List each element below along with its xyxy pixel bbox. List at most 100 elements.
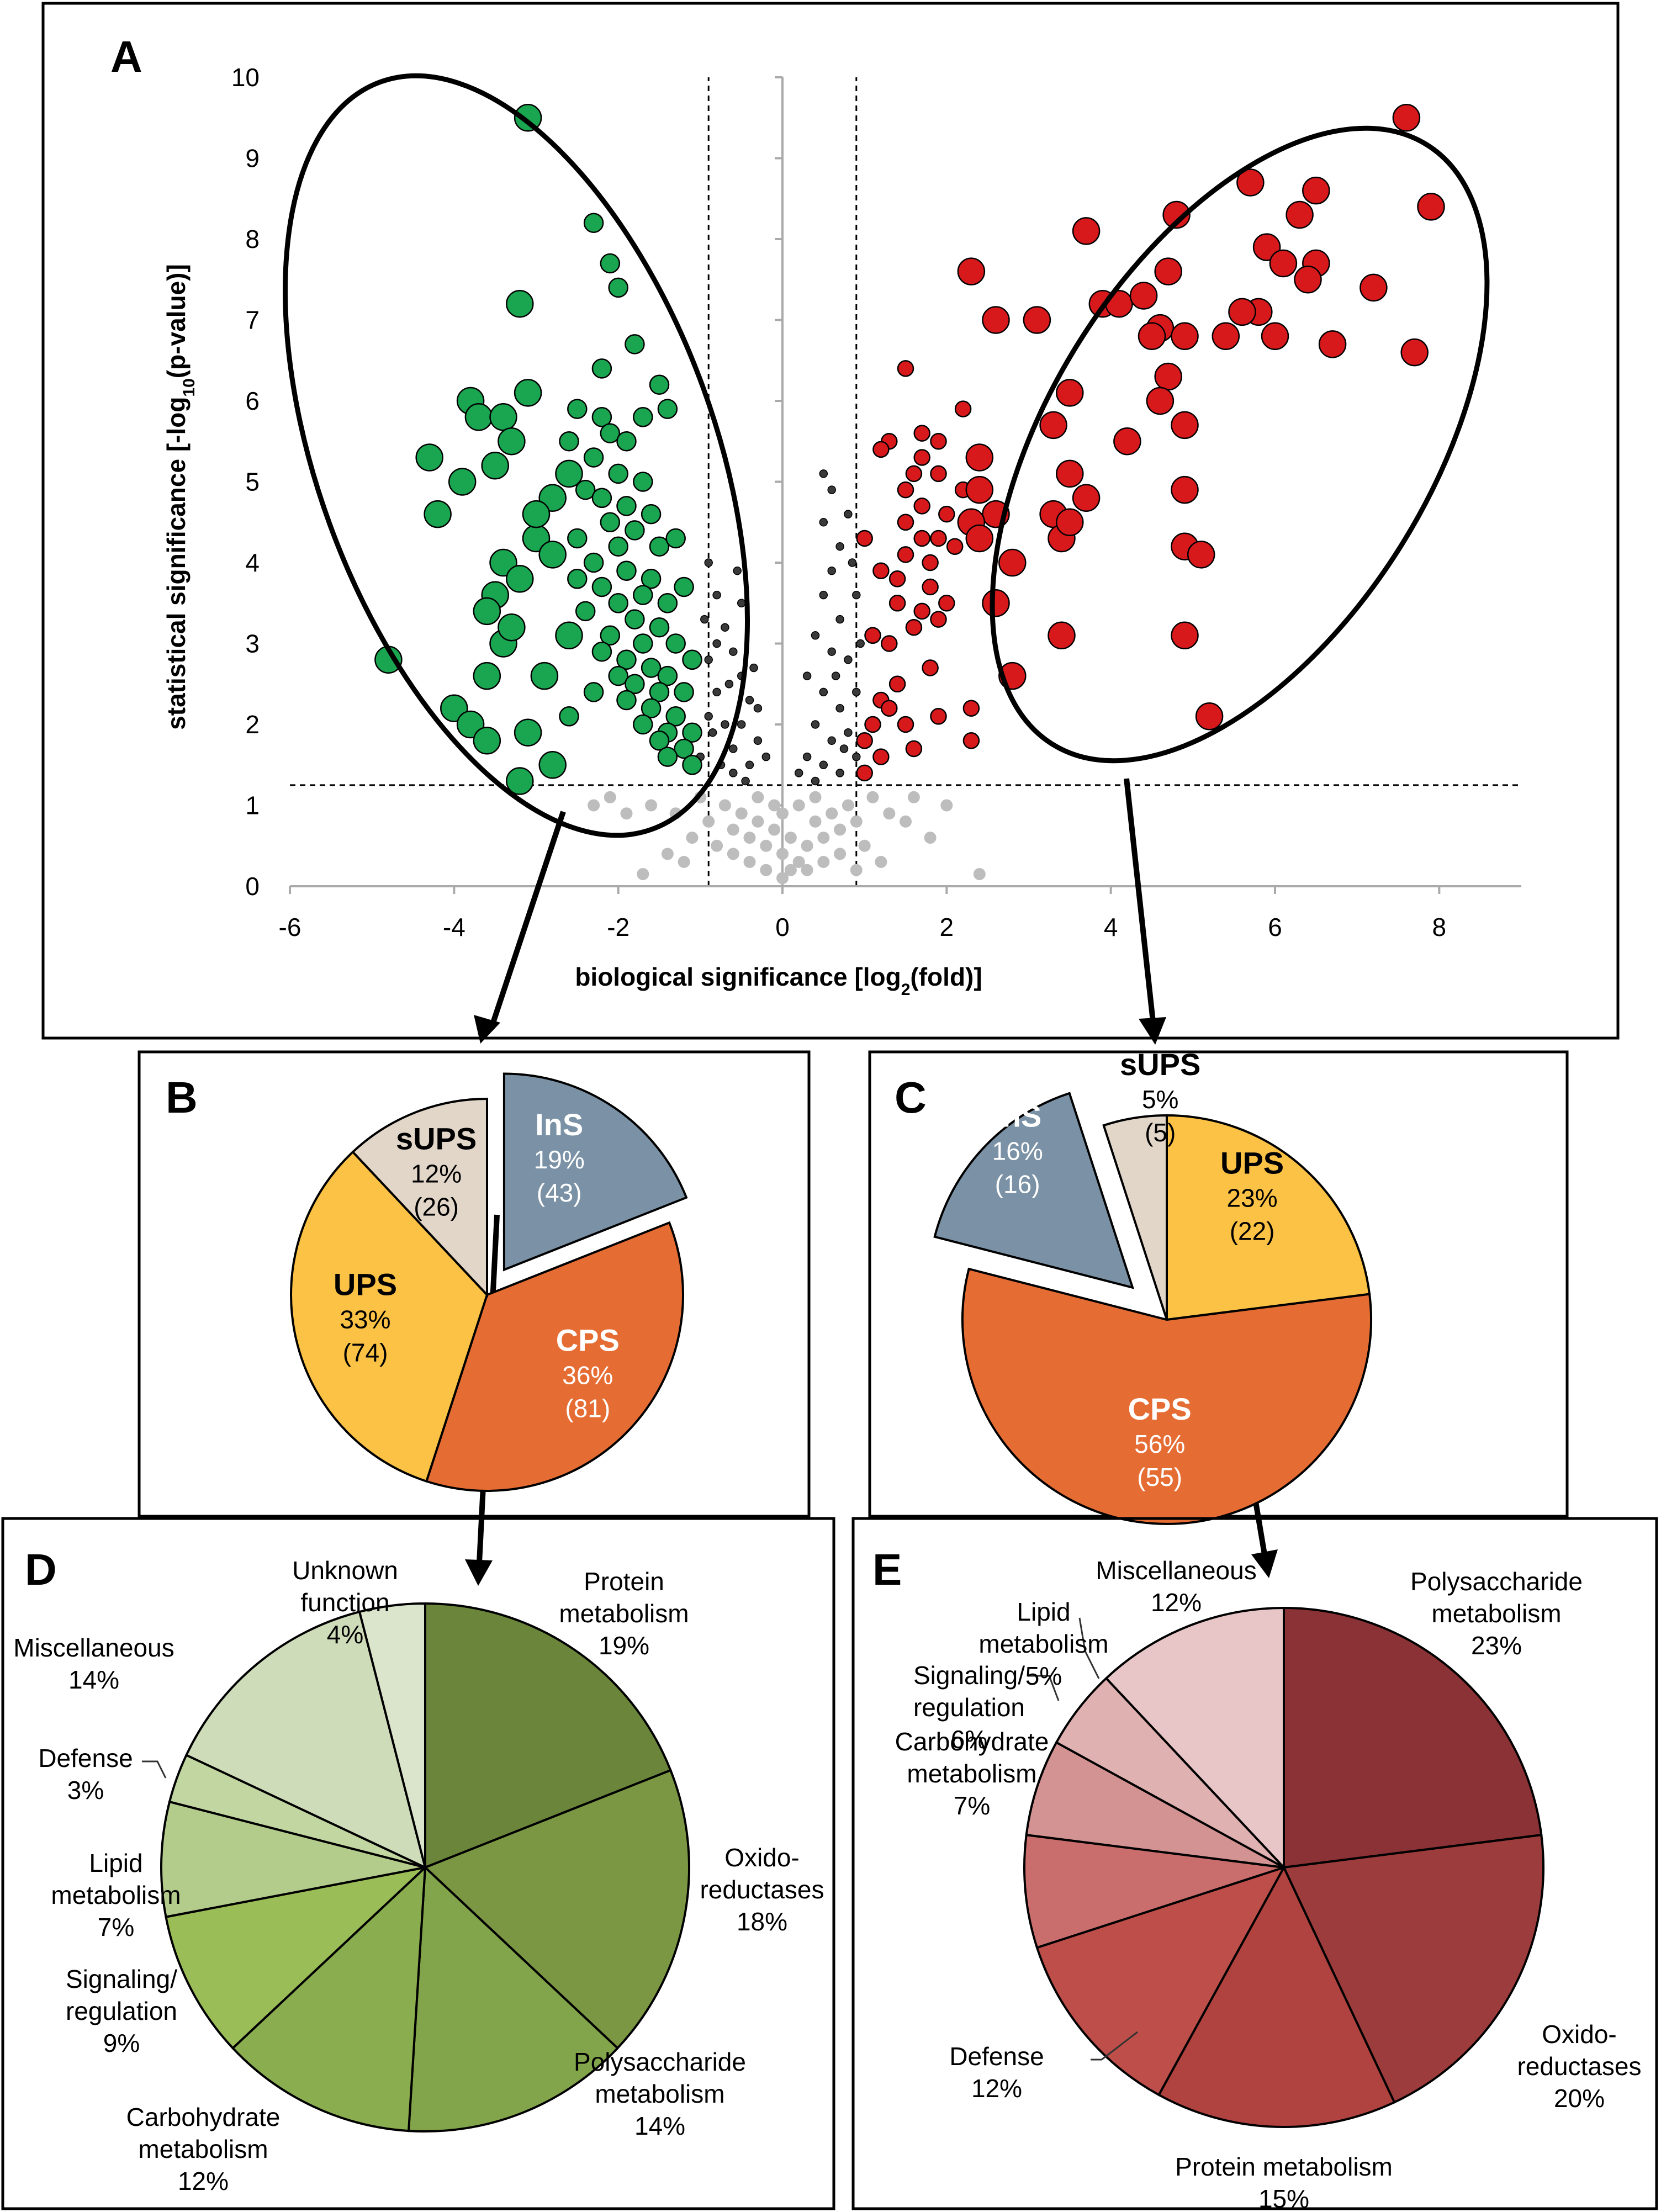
volcano-point	[938, 505, 955, 523]
pie-slice-label: Miscellaneous	[13, 1633, 174, 1662]
volcano-point	[913, 449, 930, 466]
volcano-point	[649, 536, 670, 557]
volcano-point	[649, 731, 670, 751]
y-tick-label: 1	[245, 791, 260, 820]
volcano-point	[1171, 475, 1199, 504]
volcano-point	[940, 799, 953, 812]
pie-slice-count: (43)	[537, 1178, 582, 1207]
volcano-point	[737, 720, 746, 729]
volcano-point	[1392, 104, 1421, 132]
volcano-point	[1162, 200, 1191, 229]
panel-d-pie: D Protein metabolism 19% Oxido-reductases 18…	[1, 1517, 835, 2210]
pie-leader-line	[1078, 1617, 1100, 1679]
volcano-point	[827, 736, 836, 745]
y-tick-label: 9	[245, 144, 260, 173]
volcano-point	[530, 662, 559, 690]
volcano-point	[930, 530, 947, 547]
pie-slice	[1025, 1740, 1284, 1869]
pie-slice-label: 12%	[178, 2167, 229, 2195]
panel-a-letter: A	[110, 32, 142, 81]
volcano-point	[1187, 541, 1215, 569]
pie-slice-count: (16)	[995, 1170, 1040, 1199]
volcano-point	[591, 576, 612, 597]
y-axis-title-end: (p-value)]	[162, 264, 191, 378]
pie-slice-label: metabolism	[595, 2079, 724, 2108]
arrow-a-to-c-line	[1124, 778, 1156, 1022]
volcano-point	[591, 488, 612, 509]
pie-slice-label: metabolism	[978, 1629, 1108, 1658]
x-axis-title: biological significance [log2(fold)]	[575, 962, 982, 999]
pie-leader-line	[142, 1760, 167, 1779]
y-axis-title-main: statistical significance [-log	[162, 397, 191, 730]
volcano-point	[741, 776, 750, 786]
volcano-point	[737, 599, 746, 608]
pie-slice	[1283, 1606, 1543, 1869]
volcano-point	[819, 590, 828, 600]
volcano-point	[907, 791, 920, 803]
volcano-point	[600, 423, 621, 443]
x-tick-label: 8	[1432, 913, 1447, 941]
volcano-point	[1269, 249, 1298, 278]
volcano-point	[583, 447, 604, 468]
down-regulated-ellipse	[283, 73, 750, 838]
up-regulated-ellipse	[990, 125, 1490, 764]
volcano-point	[729, 744, 738, 753]
volcano-point	[965, 475, 994, 504]
volcano-point	[620, 807, 633, 820]
volcano-point	[600, 253, 621, 274]
pie-slice-label: sUPS	[1120, 1047, 1200, 1082]
volcano-point	[844, 510, 853, 518]
volcano-point	[481, 451, 509, 480]
volcano-point	[567, 528, 588, 549]
volcano-point	[835, 769, 844, 777]
volcano-point	[567, 399, 588, 419]
pie-slice	[1104, 1606, 1285, 1871]
pie-slice	[1102, 1114, 1168, 1320]
volcano-point	[682, 649, 702, 670]
volcano-point	[1171, 411, 1199, 440]
pie-slice-label: 4%	[327, 1620, 363, 1649]
volcano-point	[721, 623, 729, 632]
volcano-point	[924, 832, 937, 844]
volcano-point	[616, 649, 637, 670]
volcano-point	[1228, 298, 1256, 326]
pie-slice-label: reductases	[700, 1875, 824, 1904]
pie-slice-percent: 33%	[340, 1305, 390, 1334]
volcano-point	[608, 463, 628, 484]
volcano-point	[753, 736, 763, 745]
volcano-point	[776, 848, 789, 860]
volcano-point	[930, 708, 947, 725]
pie-slice-label: function	[300, 1588, 389, 1617]
volcano-point	[761, 752, 771, 761]
volcano-point	[1056, 379, 1084, 407]
arrow-c-to-e-head	[1251, 1549, 1278, 1578]
volcano-point	[415, 443, 443, 472]
pie-slice-label: 5%	[1025, 1661, 1062, 1690]
volcano-point	[784, 832, 797, 844]
volcano-point	[826, 807, 838, 820]
volcano-point	[1048, 621, 1076, 650]
volcano-point	[982, 306, 1010, 334]
volcano-point	[608, 665, 628, 686]
y-tick-label: 2	[245, 710, 260, 739]
pie-slice-label: CPS	[1128, 1391, 1192, 1426]
pie-slice	[351, 1097, 488, 1298]
volcano-point	[686, 832, 699, 844]
volcano-point	[881, 635, 898, 652]
volcano-point	[792, 856, 805, 868]
volcano-point	[1072, 217, 1101, 245]
y-tick-label: 5	[245, 468, 260, 496]
volcano-point	[875, 856, 887, 868]
volcano-point	[1129, 282, 1158, 310]
pie-slice-label: metabolism	[51, 1881, 181, 1909]
volcano-point	[498, 427, 526, 456]
arrow-b-to-d-head	[465, 1559, 493, 1586]
volcano-point	[819, 518, 828, 527]
volcano-point	[625, 334, 645, 354]
volcano-point	[913, 530, 930, 547]
volcano-point	[864, 627, 881, 644]
pie-slice-label: 9%	[103, 2029, 140, 2057]
volcano-point	[844, 728, 853, 737]
volcano-point	[827, 566, 836, 575]
volcano-point	[700, 615, 709, 624]
